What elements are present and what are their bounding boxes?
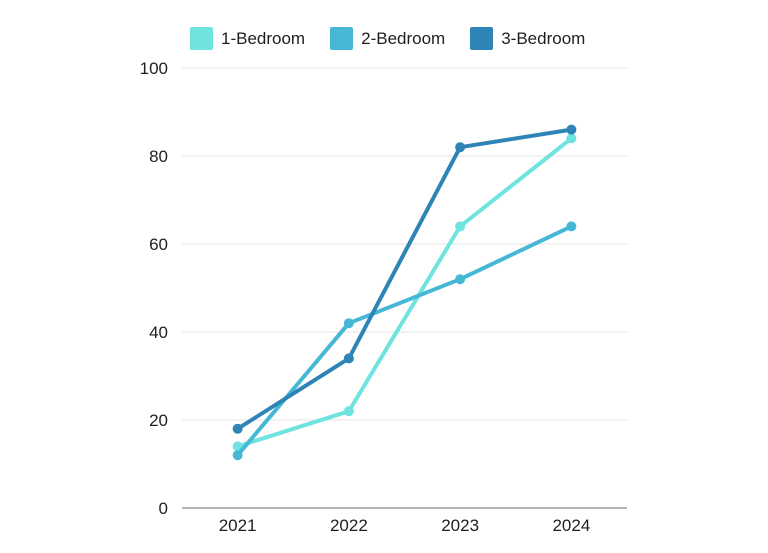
- chart-legend: 1-Bedroom 2-Bedroom 3-Bedroom: [190, 27, 585, 50]
- data-point-3-bedroom-2021: [232, 423, 243, 434]
- x-tick-label: 2022: [330, 516, 368, 535]
- x-tick-label: 2021: [219, 516, 257, 535]
- x-tick-label: 2023: [441, 516, 479, 535]
- data-point-3-bedroom-2024: [566, 124, 577, 135]
- data-point-2-bedroom-2024: [566, 221, 577, 232]
- series-line-3-bedroom: [235, 127, 574, 431]
- legend-item-3-bedroom: 3-Bedroom: [470, 27, 585, 50]
- series-line-1-bedroom: [235, 136, 574, 449]
- y-tick-label: 40: [149, 323, 168, 342]
- data-point-2-bedroom-2023: [455, 274, 466, 285]
- y-tick-label: 80: [149, 147, 168, 166]
- x-tick-label: 2024: [552, 516, 590, 535]
- legend-label: 3-Bedroom: [501, 29, 586, 48]
- legend-item-2-bedroom: 2-Bedroom: [330, 27, 445, 50]
- y-tick-label: 100: [140, 59, 168, 78]
- legend-swatch-icon: [470, 27, 494, 50]
- data-point-1-bedroom-2023: [455, 221, 466, 232]
- data-point-1-bedroom-2022: [343, 406, 354, 417]
- legend-label: 2-Bedroom: [361, 29, 446, 48]
- data-point-2-bedroom-2022: [343, 318, 354, 329]
- data-point-1-bedroom-2021: [232, 441, 243, 452]
- y-tick-label: 60: [149, 235, 168, 254]
- legend-swatch-icon: [190, 27, 213, 50]
- data-point-3-bedroom-2023: [455, 142, 466, 153]
- legend-item-1-bedroom: 1-Bedroom: [190, 27, 305, 50]
- data-point-1-bedroom-2024: [566, 133, 577, 144]
- series-line-2-bedroom: [235, 224, 574, 458]
- y-tick-label: 20: [149, 411, 168, 430]
- data-point-2-bedroom-2021: [232, 450, 243, 461]
- y-tick-label: 0: [159, 499, 168, 518]
- legend-swatch-icon: [330, 27, 354, 50]
- data-point-3-bedroom-2022: [343, 353, 354, 364]
- legend-label: 1-Bedroom: [221, 29, 306, 48]
